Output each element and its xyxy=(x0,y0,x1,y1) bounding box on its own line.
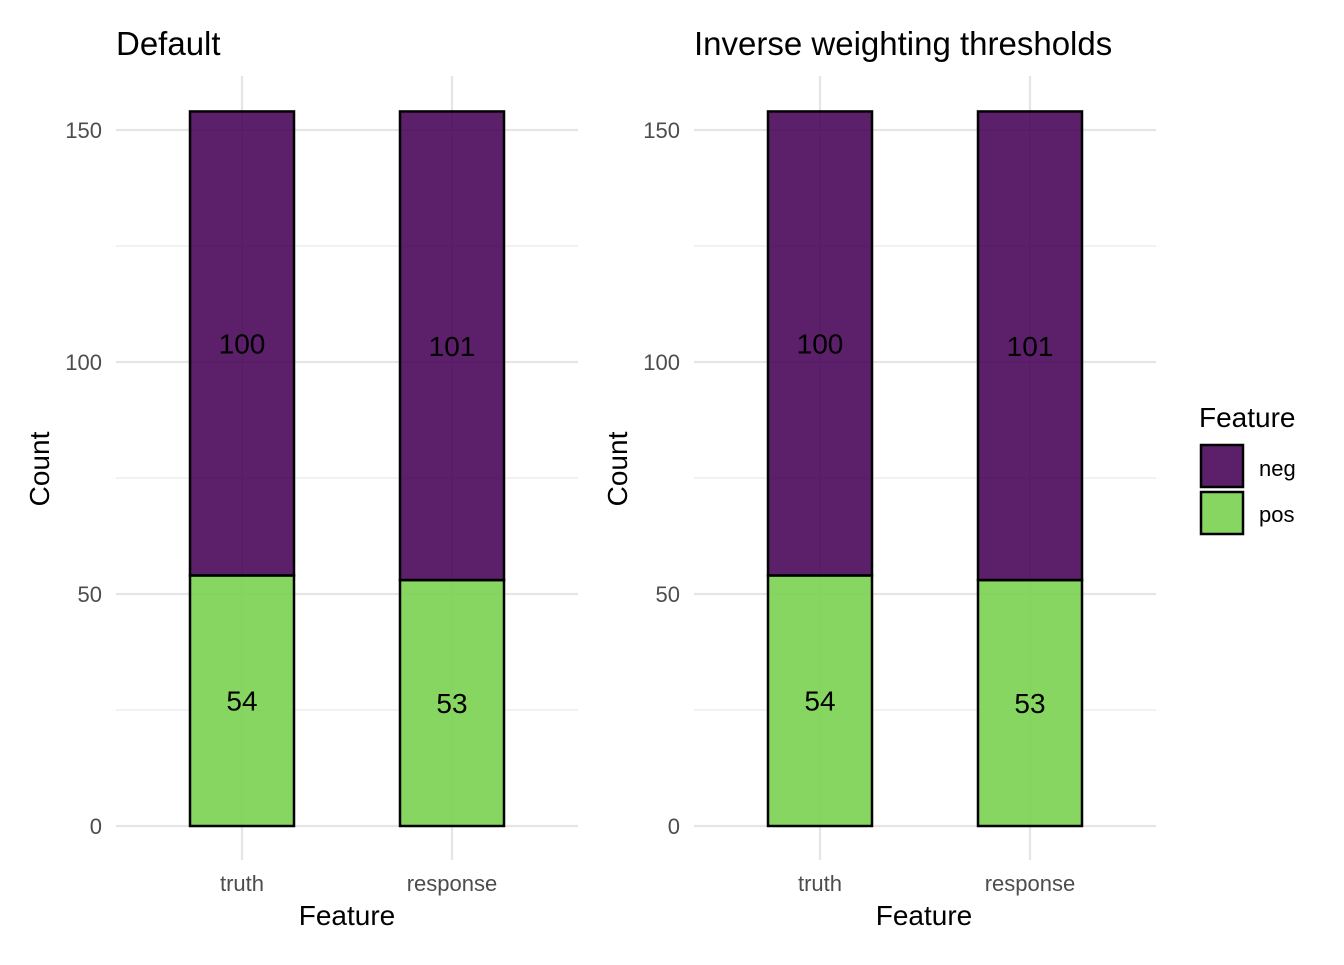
x-tick-label: truth xyxy=(220,871,264,896)
bar-label-neg-truth: 100 xyxy=(219,328,266,359)
x-axis-title: Feature xyxy=(299,900,396,931)
x-tick-label: truth xyxy=(798,871,842,896)
panel-default: Default 54 100 53 101 0 50 100 150 truth respon… xyxy=(24,25,578,931)
legend: Feature neg pos xyxy=(1199,402,1296,536)
legend-label-neg: neg xyxy=(1259,456,1296,481)
panel-title: Inverse weighting thresholds xyxy=(694,25,1112,62)
y-tick-label: 150 xyxy=(643,118,680,143)
y-tick-labels: 0 50 100 150 xyxy=(65,118,102,839)
bar-label-neg-response: 101 xyxy=(429,331,476,362)
x-tick-label: response xyxy=(985,871,1076,896)
bar-neg-truth xyxy=(188,110,296,577)
bar-label-neg-truth: 100 xyxy=(797,328,844,359)
bars xyxy=(188,110,506,828)
gridlines xyxy=(116,76,578,860)
y-tick-label: 50 xyxy=(656,582,680,607)
y-tick-label: 0 xyxy=(668,814,680,839)
x-tick-labels: truth response xyxy=(220,871,497,896)
x-tick-labels: truth response xyxy=(798,871,1075,896)
bars xyxy=(766,110,1084,828)
bar-label-pos-truth: 54 xyxy=(804,686,835,717)
panel-title: Default xyxy=(116,25,221,62)
bar-label-pos-response: 53 xyxy=(436,688,467,719)
y-tick-label: 50 xyxy=(78,582,102,607)
bar-pos-truth xyxy=(188,574,296,828)
y-tick-labels: 0 50 100 150 xyxy=(643,118,680,839)
legend-title: Feature xyxy=(1199,402,1296,433)
legend-label-pos: pos xyxy=(1259,502,1294,527)
bar-pos-response xyxy=(976,578,1084,828)
x-axis-title: Feature xyxy=(876,900,973,931)
bar-label-pos-truth: 54 xyxy=(226,686,257,717)
y-axis-title: Count xyxy=(24,431,55,506)
bar-labels: 54 100 53 101 xyxy=(797,328,1054,719)
bar-neg-truth xyxy=(766,110,874,577)
legend-key-neg xyxy=(1199,443,1245,489)
y-tick-label: 150 xyxy=(65,118,102,143)
bar-label-neg-response: 101 xyxy=(1007,331,1054,362)
bar-neg-response xyxy=(976,110,1084,582)
legend-key-pos xyxy=(1199,490,1245,536)
y-tick-label: 100 xyxy=(643,350,680,375)
y-axis-title: Count xyxy=(602,431,633,506)
panel-inverse-weighting: Inverse weighting thresholds 5410053101 … xyxy=(602,25,1156,931)
y-tick-label: 0 xyxy=(90,814,102,839)
bar-neg-response xyxy=(398,110,506,582)
y-tick-label: 100 xyxy=(65,350,102,375)
gridlines xyxy=(694,76,1156,860)
bar-labels: 54 100 53 101 xyxy=(219,328,476,719)
bar-label-pos-response: 53 xyxy=(1014,688,1045,719)
bar-pos-truth xyxy=(766,574,874,828)
x-tick-label: response xyxy=(407,871,498,896)
